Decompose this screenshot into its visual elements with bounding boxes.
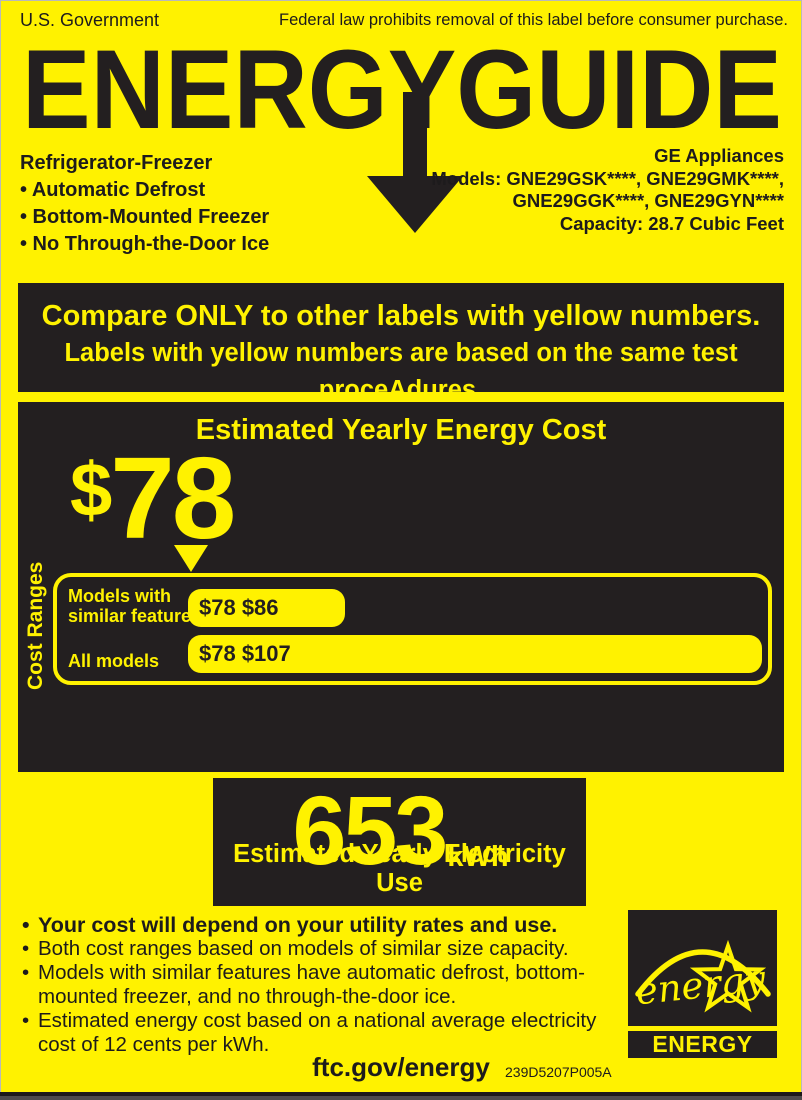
- estimated-cost-value: $ 78: [70, 433, 236, 563]
- bottom-border-line: [0, 1092, 802, 1096]
- note-item: • Estimated energy cost based on a natio…: [20, 1009, 620, 1057]
- models-line-2: GNE29GGK****, GNE29GYN****: [512, 190, 784, 211]
- electricity-use-caption: Estimated Yearly Electricity Use: [233, 840, 566, 897]
- federal-law-notice: Federal law prohibits removal of this la…: [278, 11, 788, 29]
- kwh-value: 653: [292, 776, 448, 885]
- cost-ranges-panel: Models with similar features $78 $86 All…: [53, 573, 772, 685]
- bullet-icon: •: [22, 913, 30, 937]
- similar-models-label-line1: Models with: [68, 586, 171, 606]
- electricity-use-value-row: 653 kWh: [213, 782, 586, 879]
- feature-item: • No Through-the-Door Ice: [20, 233, 270, 255]
- currency-symbol: $: [70, 448, 112, 533]
- note-text: Estimated energy cost based on a nationa…: [38, 1009, 597, 1056]
- all-models-range-bar: $78 $107: [188, 635, 762, 673]
- ftc-url: ftc.gov/energy: [312, 1052, 490, 1082]
- compare-banner-line2: Labels with yellow numbers are based on …: [64, 339, 738, 404]
- similar-models-label-line2: similar features: [68, 606, 202, 626]
- footnotes: • Your cost will depend on your utility …: [20, 913, 620, 1057]
- energy-star-logo-icon: energy: [634, 939, 771, 1013]
- feature-item: • Automatic Defrost: [20, 179, 206, 201]
- electricity-use-box: 653 kWh Estimated Yearly Electricity Use: [213, 778, 586, 906]
- models-line-1: Models: GNE29GSK****, GNE29GMK****,: [431, 167, 784, 189]
- cost-box-title: Estimated Yearly Energy Cost: [195, 414, 607, 446]
- down-triangle-icon: [174, 545, 208, 572]
- energyguide-logo-text: ENERGYGUIDE: [22, 44, 782, 152]
- energy-star-logo: energy: [628, 910, 777, 1026]
- note-item: • Models with similar features have auto…: [20, 961, 620, 1009]
- bullet-icon: •: [22, 937, 30, 960]
- kwh-unit: kWh: [447, 841, 509, 873]
- cost-amount: 78: [110, 433, 236, 563]
- cost-ranges-axis-label: Cost Ranges: [24, 561, 47, 690]
- note-item: • Both cost ranges based on models of si…: [20, 937, 620, 961]
- yearly-cost-box: Estimated Yearly Energy Cost $ 78 Cost R…: [18, 402, 784, 772]
- label-part-number: 239D5207P005A: [505, 1064, 612, 1080]
- note-item: • Your cost will depend on your utility …: [20, 913, 620, 937]
- bottom-scan-edge: [0, 1096, 802, 1100]
- product-type-block: Refrigerator-Freezer • Automatic Defrost…: [20, 150, 269, 258]
- note-text: Your cost will depend on your utility ra…: [38, 913, 558, 937]
- compare-banner-line1: Compare ONLY to other labels with yellow…: [41, 300, 761, 332]
- brand-name: GE Appliances: [654, 145, 784, 166]
- bullet-icon: •: [22, 961, 30, 984]
- compare-banner: Compare ONLY to other labels with yellow…: [18, 283, 784, 404]
- similar-models-label: Models with similar features: [68, 586, 201, 626]
- capacity-text: Capacity: 28.7 Cubic Feet: [559, 212, 784, 234]
- all-models-label: All models: [68, 651, 160, 671]
- note-text: Models with similar features have automa…: [38, 961, 585, 1008]
- note-text: Both cost ranges based on models of simi…: [38, 937, 569, 960]
- similar-models-range-bar: $78 $86: [188, 589, 345, 627]
- product-type: Refrigerator-Freezer: [20, 152, 213, 174]
- bullet-icon: •: [22, 1009, 30, 1032]
- feature-item: • Bottom-Mounted Freezer: [20, 206, 270, 228]
- brand-model-block: GE Appliances Models: GNE29GSK****, GNE2…: [431, 145, 784, 235]
- star-icon: [689, 939, 767, 1013]
- energy-star-wordmark: ENERGY STAR: [628, 1031, 777, 1084]
- us-government-text: U.S. Government: [20, 10, 160, 30]
